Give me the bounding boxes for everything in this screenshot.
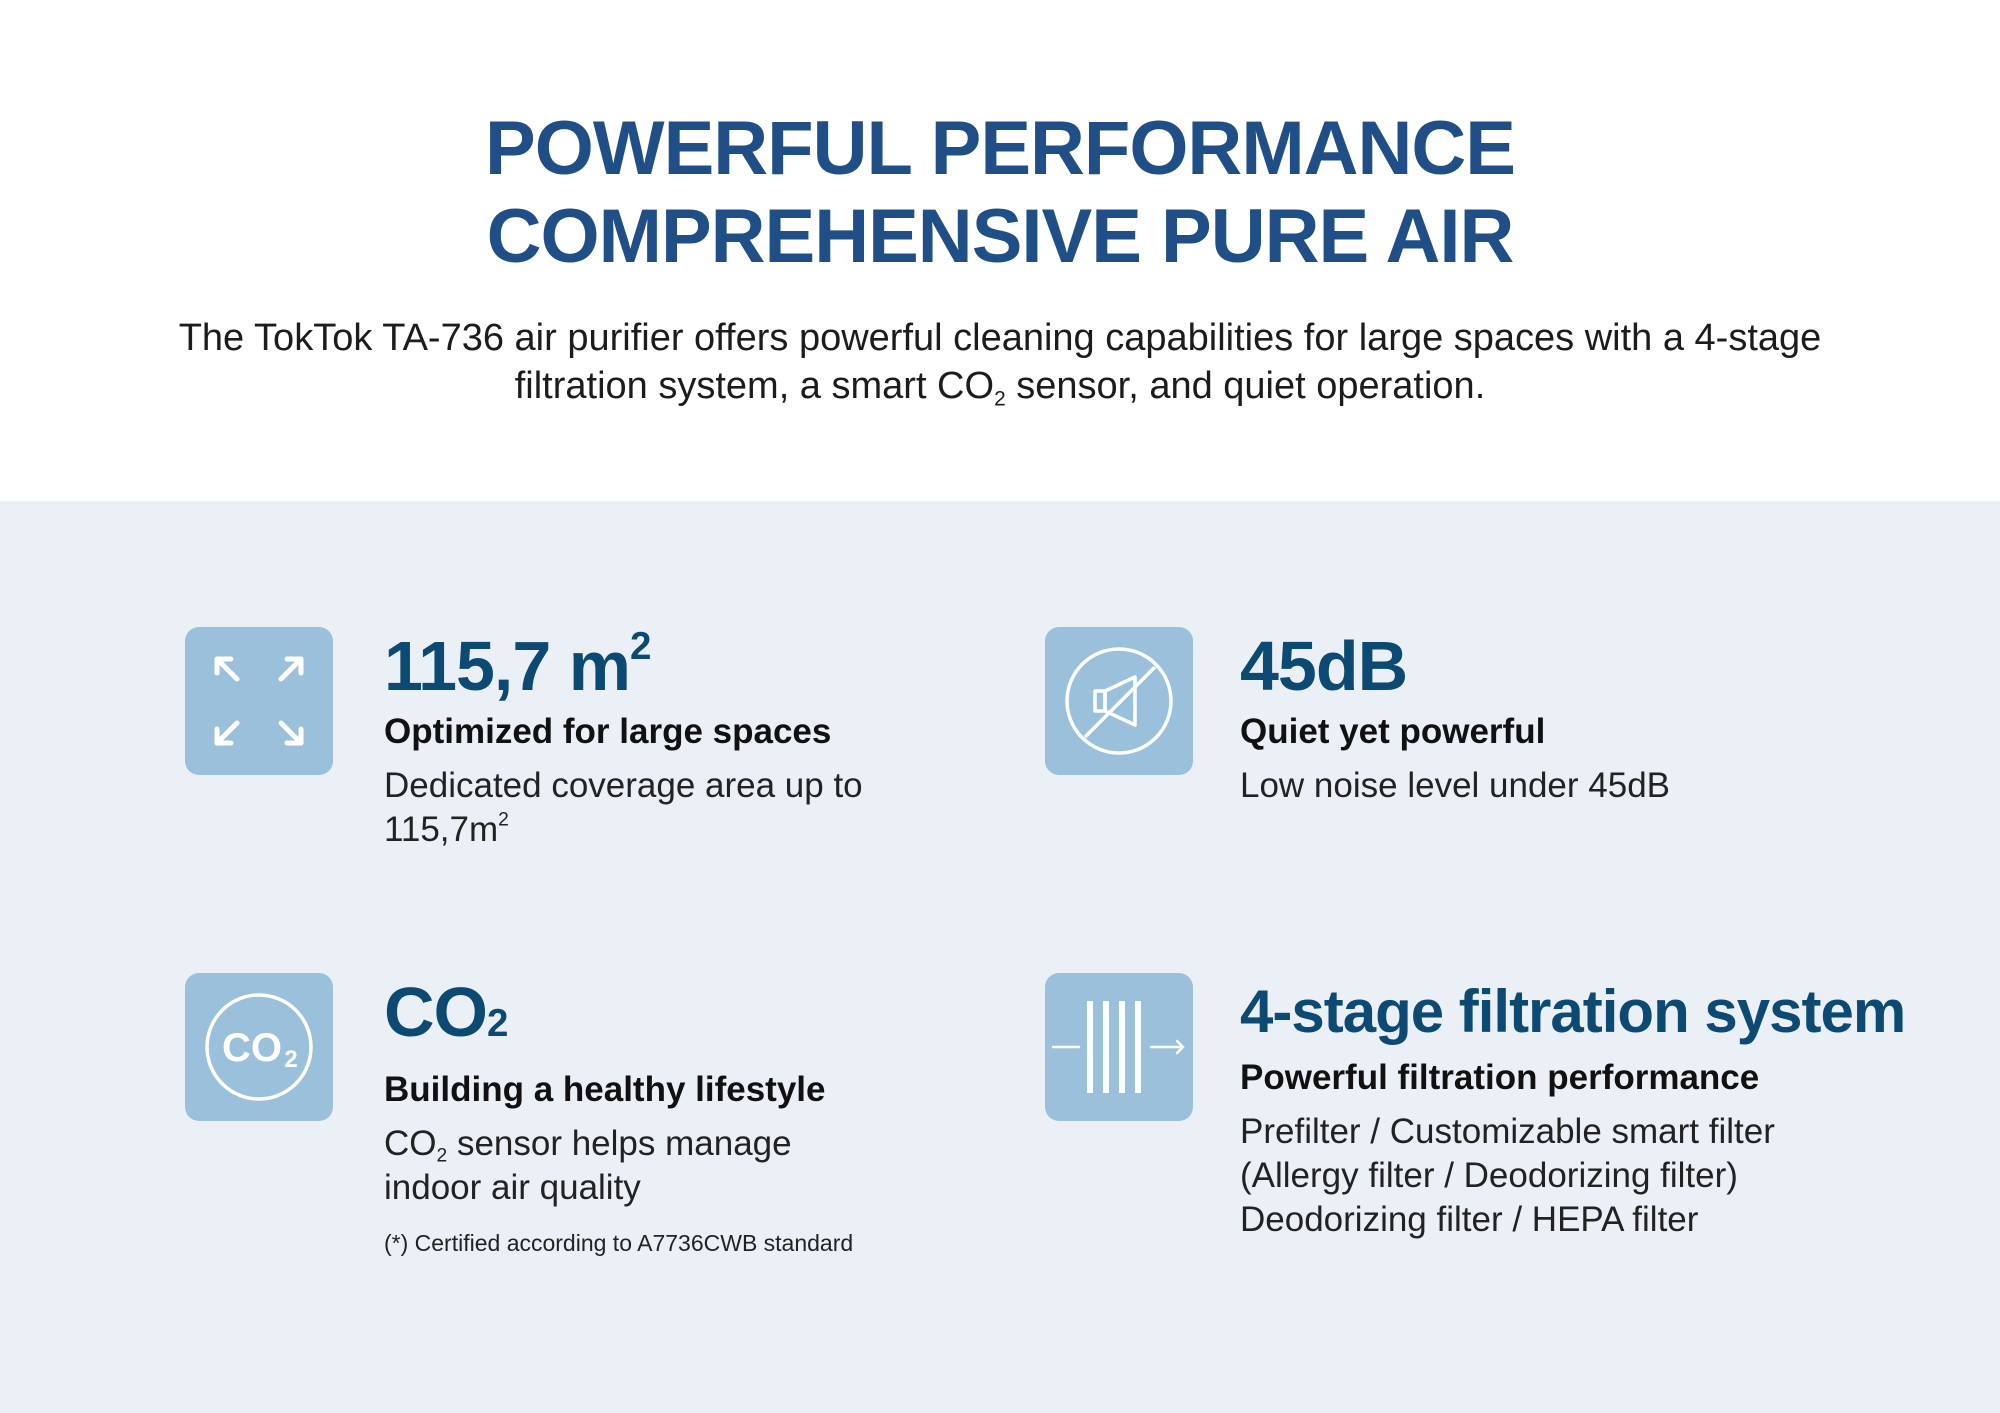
- desc-superscript: 2: [498, 809, 509, 831]
- feature-noise-text: 45dB Quiet yet powerful Low noise level …: [1240, 626, 1670, 808]
- feature-heading: Powerful filtration performance: [1240, 1058, 1760, 1097]
- filter-layers-icon: [1045, 973, 1193, 1121]
- value-subscript: 2: [487, 1002, 508, 1045]
- desc-line: (Allergy filter / Deodorizing filter): [1240, 1156, 1738, 1195]
- subtitle-text: sensor, and quiet operation.: [1005, 365, 1486, 407]
- certification-note: (*) Certified according to A7736CWB stan…: [384, 1230, 854, 1256]
- desc-line: 115,7m2: [384, 808, 863, 852]
- feature-value: CO2: [384, 972, 853, 1064]
- subtitle-text: filtration system, a smart CO: [514, 365, 995, 407]
- desc-text: CO: [384, 1124, 437, 1163]
- hero-section: POWERFUL PERFORMANCE COMPREHENSIVE PURE …: [0, 0, 2000, 501]
- title-line-2: COMPREHENSIVE PURE AIR: [486, 194, 1515, 279]
- desc-line: Deodorizing filter / HEPA filter: [1240, 1200, 1699, 1239]
- desc-subscript: 2: [436, 1145, 448, 1167]
- subtitle-line-1: The TokTok TA-736 air purifier offers po…: [178, 317, 1822, 359]
- subtitle-line-2: filtration system, a smart CO2 sensor, a…: [170, 362, 1830, 410]
- features-panel: 115,7 m2 Optimized for large spaces Dedi…: [0, 501, 2000, 1413]
- feature-value: 115,7 m2: [384, 626, 863, 706]
- page-subtitle: The TokTok TA-736 air purifier offers po…: [170, 314, 1830, 410]
- feature-description: Prefilter / Customizable smart filter (A…: [1240, 1110, 1905, 1242]
- value-text: CO: [384, 973, 488, 1051]
- desc-line: CO2 sensor helps manage: [384, 1122, 853, 1166]
- page-title: POWERFUL PERFORMANCE COMPREHENSIVE PURE …: [0, 105, 2000, 281]
- desc-line: indoor air quality: [384, 1168, 641, 1207]
- value-superscript: 2: [630, 625, 651, 669]
- feature-heading: Building a healthy lifestyle: [384, 1070, 826, 1109]
- desc-text: 115,7m: [384, 810, 499, 849]
- feature-heading: Quiet yet powerful: [1240, 712, 1546, 751]
- desc-line: Dedicated coverage area up to: [384, 766, 863, 805]
- feature-value: 45dB: [1240, 627, 1408, 705]
- value-text: 115,7 m: [384, 627, 631, 705]
- co2-icon-label: CO: [222, 1026, 282, 1070]
- subtitle-subscript: 2: [994, 387, 1006, 411]
- feature-description: Dedicated coverage area up to 115,7m2: [384, 764, 863, 852]
- co2-icon: CO 2: [185, 973, 333, 1121]
- feature-co2-text: CO2 Building a healthy lifestyle CO2 sen…: [384, 972, 853, 1258]
- desc-text: sensor helps manage: [447, 1124, 792, 1163]
- co2-icon-subscript: 2: [284, 1046, 297, 1073]
- feature-filtration-text: 4-stage filtration system Powerful filtr…: [1240, 972, 1906, 1242]
- feature-description: Low noise level under 45dB: [1240, 764, 1670, 808]
- feature-description: CO2 sensor helps manage indoor air quali…: [384, 1122, 853, 1210]
- title-line-1: POWERFUL PERFORMANCE: [485, 106, 1516, 191]
- desc-line: Prefilter / Customizable smart filter: [1240, 1112, 1775, 1151]
- speaker-muted-icon: [1045, 627, 1193, 775]
- feature-heading: Optimized for large spaces: [384, 712, 832, 751]
- expand-arrows-icon: [185, 627, 333, 775]
- desc-line: Low noise level under 45dB: [1240, 766, 1671, 805]
- feature-value: 4-stage filtration system: [1240, 978, 1906, 1045]
- feature-coverage-text: 115,7 m2 Optimized for large spaces Dedi…: [384, 626, 863, 852]
